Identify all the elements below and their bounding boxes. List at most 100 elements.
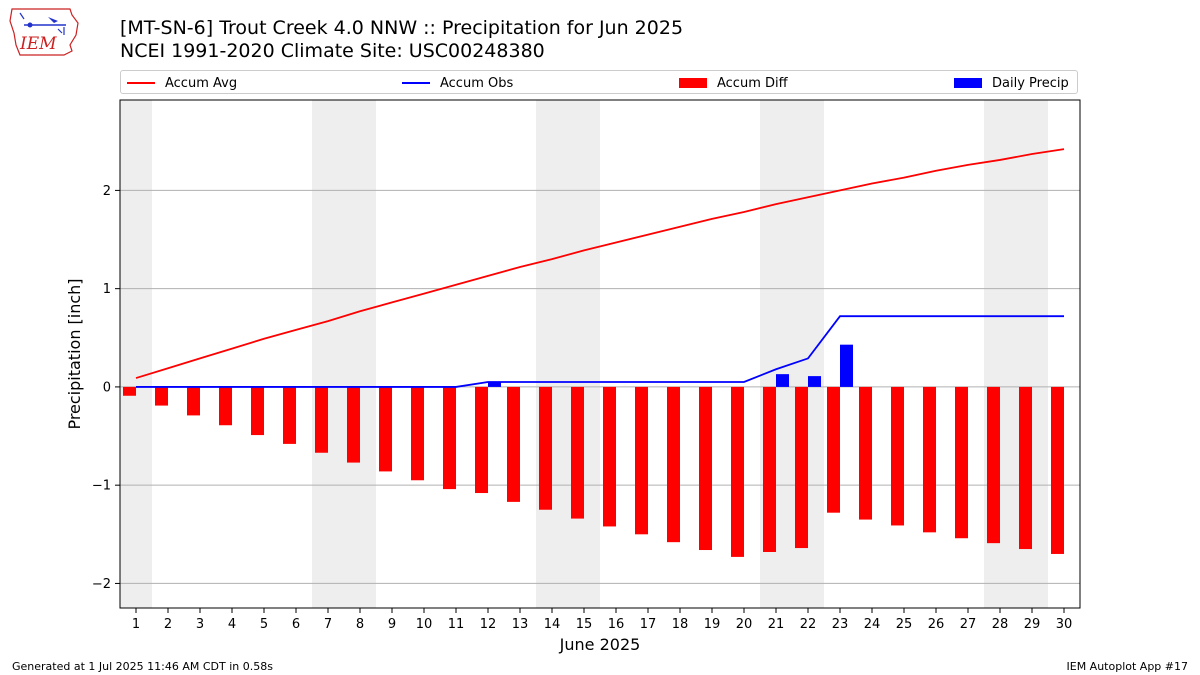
legend: Accum Avg Accum Obs Accum Diff Daily Pre… [120, 70, 1078, 94]
weekend-shading-layer [120, 100, 1048, 608]
x-tick-label: 25 [896, 617, 913, 632]
x-tick-label: 29 [1024, 617, 1041, 632]
x-tick-label: 19 [704, 617, 721, 632]
accum-diff-bar [251, 386, 264, 436]
x-tick-label: 21 [768, 617, 785, 632]
weekend-shade-day-15 [568, 100, 600, 608]
x-tick-label: 1 [132, 617, 140, 632]
x-tick-label: 28 [992, 617, 1009, 632]
legend-swatch-accum-avg [127, 82, 155, 84]
accum-diff-bar [315, 386, 328, 453]
accum-diff-bar [731, 386, 744, 557]
x-tick-label: 9 [388, 617, 396, 632]
accum-diff-bar [283, 386, 296, 444]
accum-diff-bar [987, 386, 1000, 544]
daily-precip-bar [808, 376, 821, 387]
accum-diff-bar [859, 386, 872, 520]
iem-logo: IEM [8, 5, 82, 59]
x-tick-label: 12 [480, 617, 497, 632]
lines-layer [135, 148, 1065, 388]
accum-diff-bar [1051, 386, 1064, 554]
accum-diff-bar [379, 386, 392, 472]
legend-item-accum-obs: Accum Obs [402, 74, 513, 92]
x-tick-label: 11 [448, 617, 465, 632]
accum-diff-bar [347, 386, 360, 463]
y-axis-label: Precipitation [inch] [65, 278, 84, 429]
y-tick-label: −2 [92, 577, 111, 592]
accum-diff-bar [475, 386, 488, 494]
x-tick-label: 3 [196, 617, 204, 632]
weekend-shade-day-7 [312, 100, 344, 608]
accum-avg-line [135, 148, 1065, 379]
daily-precip-bar [776, 374, 789, 387]
x-tick-label: 26 [928, 617, 945, 632]
x-tick-label: 14 [544, 617, 561, 632]
legend-swatch-daily-precip [954, 78, 982, 88]
accum-obs-line [136, 315, 1064, 388]
bars-layer [123, 344, 1064, 557]
x-tick-label: 7 [324, 617, 332, 632]
grid-layer [120, 189, 1080, 584]
x-tick-label: 23 [832, 617, 849, 632]
legend-item-daily-precip: Daily Precip [954, 74, 1069, 92]
accum-diff-bar [635, 386, 648, 535]
chart-subtitle: NCEI 1991-2020 Climate Site: USC00248380 [120, 40, 545, 62]
x-tick-label: 2 [164, 617, 172, 632]
plot-frame [119, 99, 1081, 609]
accum-diff-bar [187, 386, 200, 416]
x-tick-label: 8 [356, 617, 364, 632]
legend-swatch-accum-diff [679, 78, 707, 88]
accum-diff-bar [699, 386, 712, 551]
accum-diff-bar [123, 386, 136, 396]
accum-diff-bar [1019, 386, 1032, 550]
x-axis-label: June 2025 [559, 635, 641, 654]
x-tick-label: 15 [576, 617, 593, 632]
legend-item-accum-diff: Accum Diff [679, 74, 788, 92]
x-tick-label: 30 [1056, 617, 1073, 632]
x-tick-label: 17 [640, 617, 657, 632]
legend-label-accum-avg: Accum Avg [165, 75, 238, 91]
x-tick-label: 20 [736, 617, 753, 632]
x-tick-label: 18 [672, 617, 689, 632]
y-tick-label: −1 [92, 479, 111, 494]
accum-diff-bar [411, 386, 424, 481]
autoplot-app-id: IEM Autoplot App #17 [1066, 660, 1189, 673]
weekend-shade-day-1 [120, 100, 152, 608]
accum-diff-bar [923, 386, 936, 533]
accum-diff-bar [891, 386, 904, 526]
accum-diff-bar [539, 386, 552, 510]
x-tick-label: 4 [228, 617, 236, 632]
accum-diff-bar [603, 386, 616, 527]
accum-diff-bar [667, 386, 680, 543]
daily-precip-bar [488, 382, 501, 387]
daily-precip-bar [840, 344, 853, 387]
logo-text: IEM [19, 34, 57, 54]
weekend-shade-day-8 [344, 100, 376, 608]
accum-diff-bar [827, 386, 840, 513]
legend-item-accum-avg: Accum Avg [127, 74, 237, 92]
x-tick-label: 27 [960, 617, 977, 632]
x-tick-label: 10 [416, 617, 433, 632]
x-tick-label: 6 [292, 617, 300, 632]
legend-swatch-accum-obs [402, 82, 430, 84]
legend-label-accum-diff: Accum Diff [717, 75, 788, 91]
accum-diff-bar [955, 386, 968, 539]
x-tick-label: 16 [608, 617, 625, 632]
x-tick-label: 24 [864, 617, 881, 632]
chart-title: [MT-SN-6] Trout Creek 4.0 NNW :: Precipi… [120, 17, 684, 39]
y-tick-label: 1 [103, 282, 111, 297]
x-tick-label: 22 [800, 617, 817, 632]
x-tick-label: 5 [260, 617, 268, 632]
generated-timestamp: Generated at 1 Jul 2025 11:46 AM CDT in … [12, 660, 273, 673]
accum-diff-bar [571, 386, 584, 519]
iem-iowa-logo-icon: IEM [9, 8, 79, 56]
accum-diff-bar [219, 386, 232, 426]
accum-diff-bar [155, 386, 168, 406]
weekend-shade-day-14 [536, 100, 568, 608]
y-tick-label: 2 [103, 184, 111, 199]
accum-diff-bar [507, 386, 520, 502]
legend-label-daily-precip: Daily Precip [992, 75, 1069, 91]
accum-diff-bar [795, 386, 808, 549]
